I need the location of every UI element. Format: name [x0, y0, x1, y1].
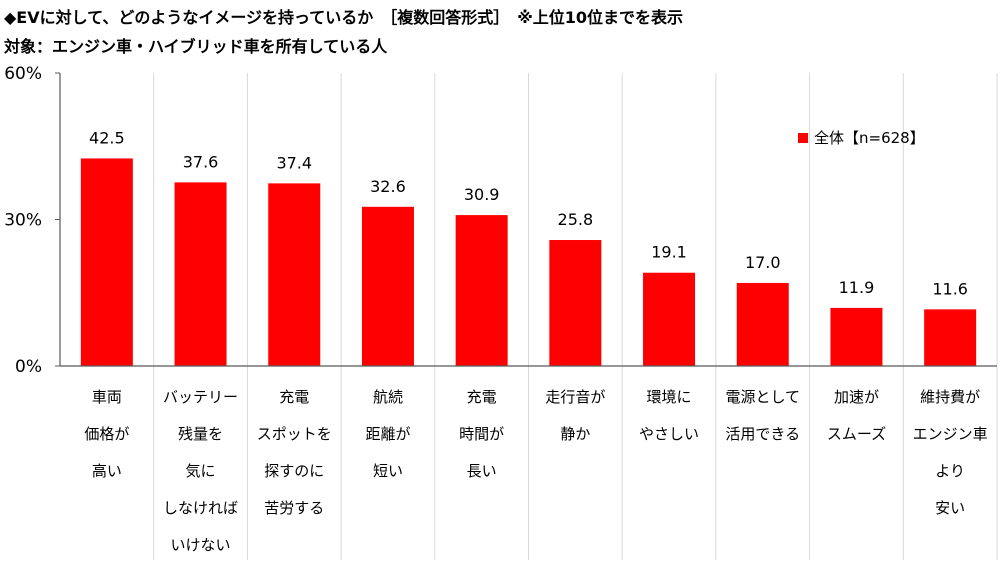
category-label: 環境に	[647, 388, 692, 406]
category-label: 時間が	[459, 425, 504, 443]
bar	[736, 282, 789, 366]
legend-swatch	[798, 132, 808, 143]
category-label: しなければ	[163, 499, 238, 517]
category-label: 充電	[467, 388, 497, 406]
category-label: 距離が	[365, 425, 410, 443]
category-label: 充電	[279, 388, 309, 406]
data-label: 17.0	[745, 253, 781, 272]
y-tick-label: 60%	[4, 64, 42, 84]
bar	[643, 272, 696, 366]
bar	[830, 307, 883, 366]
bar	[80, 158, 133, 366]
category-label: 航続	[373, 388, 403, 406]
data-label: 42.5	[89, 128, 125, 147]
bar	[268, 183, 321, 366]
category-label: 残量を	[178, 425, 223, 443]
data-label: 11.6	[932, 279, 968, 298]
category-label: 走行音が	[545, 388, 605, 406]
category-label: エンジン車	[913, 425, 988, 443]
category-label: いけない	[171, 536, 231, 554]
category-label: より	[935, 462, 965, 480]
category-label: 価格が	[84, 425, 129, 443]
category-label: 高い	[92, 462, 122, 480]
category-label: 苦労する	[264, 499, 324, 517]
bar	[361, 206, 414, 366]
bar	[174, 182, 227, 366]
data-label: 37.4	[276, 153, 312, 172]
bar	[549, 240, 602, 366]
data-label: 11.9	[839, 278, 875, 297]
data-label: 25.8	[558, 210, 594, 229]
category-label: 短い	[373, 462, 403, 480]
category-label: 電源として	[725, 388, 800, 406]
chart-title: ◆EVに対して、どのようなイメージを持っているか ［複数回答形式］ ※上位10位…	[4, 8, 684, 27]
bar	[924, 309, 977, 366]
category-label: 安い	[935, 499, 965, 517]
category-label: スムーズ	[827, 425, 886, 443]
y-tick-label: 30%	[4, 211, 42, 231]
category-label: 長い	[467, 462, 497, 480]
category-label: 車両	[92, 388, 122, 406]
category-label: 維持費が	[920, 388, 980, 406]
bar	[455, 215, 508, 366]
data-label: 32.6	[370, 177, 406, 196]
category-label: 静か	[560, 425, 590, 443]
data-label: 30.9	[464, 185, 500, 204]
legend: 全体【n=628】	[798, 127, 925, 148]
category-label: 探すのに	[264, 462, 324, 480]
category-label: 加速が	[834, 388, 879, 406]
legend-label: 全体【n=628】	[814, 129, 925, 147]
y-tick-label: 0%	[15, 357, 42, 377]
data-label: 19.1	[651, 243, 687, 262]
chart-subtitle: 対象：エンジン車・ハイブリッド車を所有している人	[4, 37, 388, 56]
category-label: バッテリー	[163, 388, 238, 406]
category-label: 気に	[186, 462, 216, 480]
category-label: 活用できる	[725, 425, 800, 443]
category-label: スポットを	[257, 425, 332, 443]
data-label: 37.6	[183, 152, 219, 171]
category-label: やさしい	[639, 425, 699, 443]
